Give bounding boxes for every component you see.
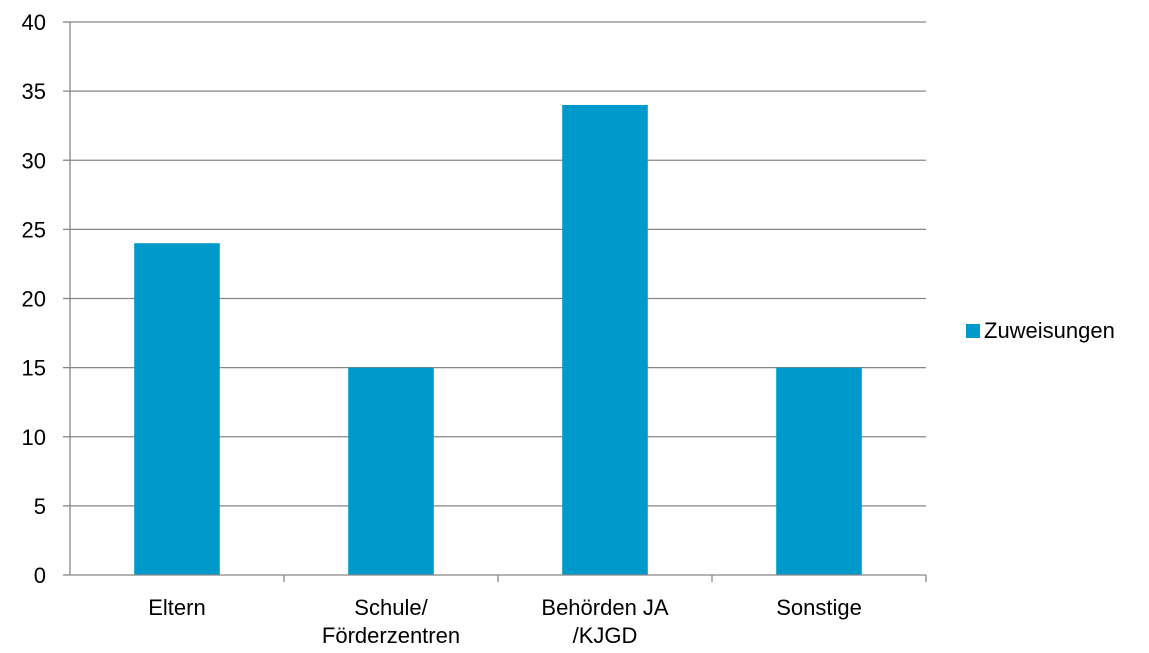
- x-category-label: Eltern: [148, 595, 205, 620]
- legend: Zuweisungen: [966, 318, 1115, 343]
- y-tick-label: 5: [34, 494, 46, 519]
- y-tick-label: 40: [22, 10, 46, 35]
- y-tick-label: 30: [22, 148, 46, 173]
- bar: [776, 367, 862, 575]
- axes: [63, 21, 927, 582]
- bar: [348, 367, 434, 575]
- x-category-label: Sonstige: [776, 595, 862, 620]
- y-tick-label: 15: [22, 356, 46, 381]
- y-tick-labels: 0 5 10 15 20 25 30 35 40: [22, 10, 46, 588]
- legend-label: Zuweisungen: [984, 318, 1115, 343]
- bars: [134, 104, 862, 575]
- legend-swatch: [966, 324, 980, 338]
- y-tick-label: 20: [22, 287, 46, 312]
- y-tick-label: 25: [22, 217, 46, 242]
- y-tick-label: 0: [34, 563, 46, 588]
- bar: [134, 243, 220, 575]
- y-tick-label: 35: [22, 79, 46, 104]
- y-tick-label: 10: [22, 425, 46, 450]
- x-category-labels: Eltern Schule/Förderzentren Behörden JA/KJ…: [148, 595, 862, 648]
- bar: [562, 104, 648, 575]
- x-category-label: Schule/Förderzentren: [322, 595, 460, 648]
- x-category-label: Behörden JA/KJGD: [541, 595, 669, 648]
